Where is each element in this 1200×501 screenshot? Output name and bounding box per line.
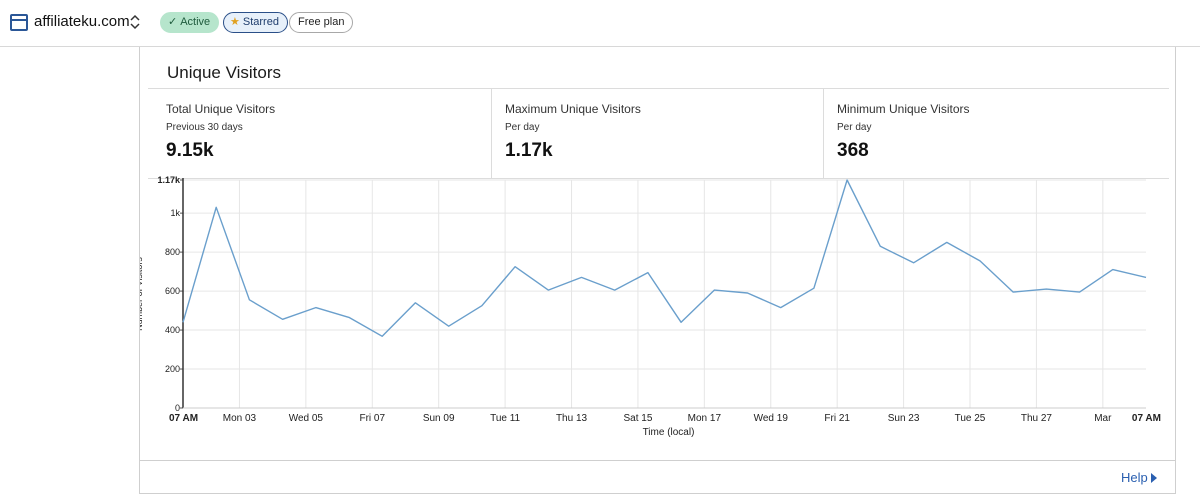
data-point xyxy=(215,206,217,208)
y-tick-label: 200 xyxy=(165,364,180,374)
data-point xyxy=(813,287,815,289)
y-tick-label: 400 xyxy=(165,325,180,335)
x-tick-label: Wed 05 xyxy=(289,413,324,424)
stat-total-label: Total Unique Visitors xyxy=(166,102,276,116)
data-point xyxy=(248,299,250,301)
stat-minimum-value: 368 xyxy=(837,140,869,161)
stat-maximum-value: 1.17k xyxy=(505,140,553,161)
play-triangle-icon xyxy=(1150,473,1157,483)
status-badge-active: ✓ Active xyxy=(160,12,220,33)
y-tick-label: 600 xyxy=(165,286,180,296)
data-point xyxy=(979,260,981,262)
top-bar: affiliateku.com ✓ Active ★ Starred Free pl… xyxy=(0,0,1200,47)
card-footer-divider xyxy=(140,460,1175,461)
data-point xyxy=(514,266,516,268)
x-tick-label: Sun 09 xyxy=(423,413,455,424)
x-tick-label: Thu 27 xyxy=(1021,413,1053,424)
x-tick-label: Fri 21 xyxy=(824,413,850,424)
x-tick-label: Mon 17 xyxy=(688,413,722,424)
chevron-up-down-icon[interactable] xyxy=(128,11,142,33)
data-point xyxy=(1012,291,1014,293)
y-tick-label: 0 xyxy=(175,403,180,413)
data-point xyxy=(746,292,748,294)
browser-window-icon xyxy=(10,14,28,31)
data-point xyxy=(846,179,848,181)
data-point xyxy=(281,318,283,320)
data-point xyxy=(315,306,317,308)
x-tick-label: Wed 19 xyxy=(754,413,789,424)
data-point xyxy=(580,276,582,278)
x-tick-label: Tue 11 xyxy=(490,413,520,424)
x-axis-title: Time (local) xyxy=(643,427,695,438)
stats-row: Total Unique Visitors Previous 30 days 9… xyxy=(148,88,1169,179)
stat-maximum-sub: Per day xyxy=(505,122,540,133)
starred-badge[interactable]: ★ Starred xyxy=(223,12,288,33)
x-tick-label: Sat 15 xyxy=(623,413,652,424)
data-point xyxy=(1045,288,1047,290)
stat-minimum-label: Minimum Unique Visitors xyxy=(837,102,970,116)
y-tick-label: 1k xyxy=(170,208,180,218)
help-link[interactable]: Help xyxy=(1121,470,1157,485)
stat-minimum-sub: Per day xyxy=(837,122,872,133)
y-tick-label: 800 xyxy=(165,247,180,257)
data-point xyxy=(879,245,881,247)
x-tick-label: Sun 23 xyxy=(888,413,920,424)
status-badge-active-label: Active xyxy=(180,16,211,28)
x-tick-label: 07 AM xyxy=(169,413,198,424)
x-tick-label: Mar xyxy=(1094,413,1112,424)
site-name[interactable]: affiliateku.com xyxy=(34,13,130,30)
plan-badge: Free plan xyxy=(289,12,354,33)
star-icon: ★ xyxy=(230,16,240,28)
data-point xyxy=(414,302,416,304)
x-tick-label: Tue 25 xyxy=(955,413,986,424)
data-point xyxy=(547,289,549,291)
card-title: Unique Visitors xyxy=(167,63,282,82)
unique-visitors-card: Unique Visitors Total Unique Visitors Pr… xyxy=(139,47,1176,494)
x-tick-label: Mon 03 xyxy=(223,413,257,424)
x-tick-label: Fri 07 xyxy=(359,413,385,424)
data-point xyxy=(780,306,782,308)
data-point xyxy=(613,289,615,291)
data-point xyxy=(182,321,184,323)
data-point xyxy=(647,271,649,273)
stat-maximum: Maximum Unique Visitors Per day 1.17k xyxy=(491,89,824,178)
starred-badge-label: Starred xyxy=(242,16,279,28)
data-point xyxy=(1112,268,1114,270)
y-tick-label: 1.17k xyxy=(157,175,181,185)
stat-minimum: Minimum Unique Visitors Per day 368 xyxy=(823,89,1156,178)
help-link-label: Help xyxy=(1121,470,1148,485)
data-point xyxy=(713,289,715,291)
data-point xyxy=(1078,291,1080,293)
data-point xyxy=(447,325,449,327)
stat-total-sub: Previous 30 days xyxy=(166,122,243,133)
x-tick-label: Thu 13 xyxy=(556,413,588,424)
data-point xyxy=(381,335,383,337)
data-point xyxy=(1145,276,1147,278)
y-axis-title: Number of Visitors xyxy=(140,257,144,331)
stat-total-value: 9.15k xyxy=(166,140,214,161)
stat-maximum-label: Maximum Unique Visitors xyxy=(505,102,641,116)
stat-total: Total Unique Visitors Previous 30 days 9… xyxy=(148,89,481,178)
data-point xyxy=(946,241,948,243)
check-icon: ✓ xyxy=(168,16,178,28)
data-point xyxy=(680,321,682,323)
series-line xyxy=(182,179,1147,337)
data-point xyxy=(912,262,914,264)
x-tick-label: 07 AM xyxy=(1132,413,1161,424)
visitors-line-chart: 0 200 400 600 800 1k 1.17k 07 AM Mon 03 Wed 05 Fri… xyxy=(140,175,1161,438)
data-point xyxy=(348,316,350,318)
data-point xyxy=(481,304,483,306)
